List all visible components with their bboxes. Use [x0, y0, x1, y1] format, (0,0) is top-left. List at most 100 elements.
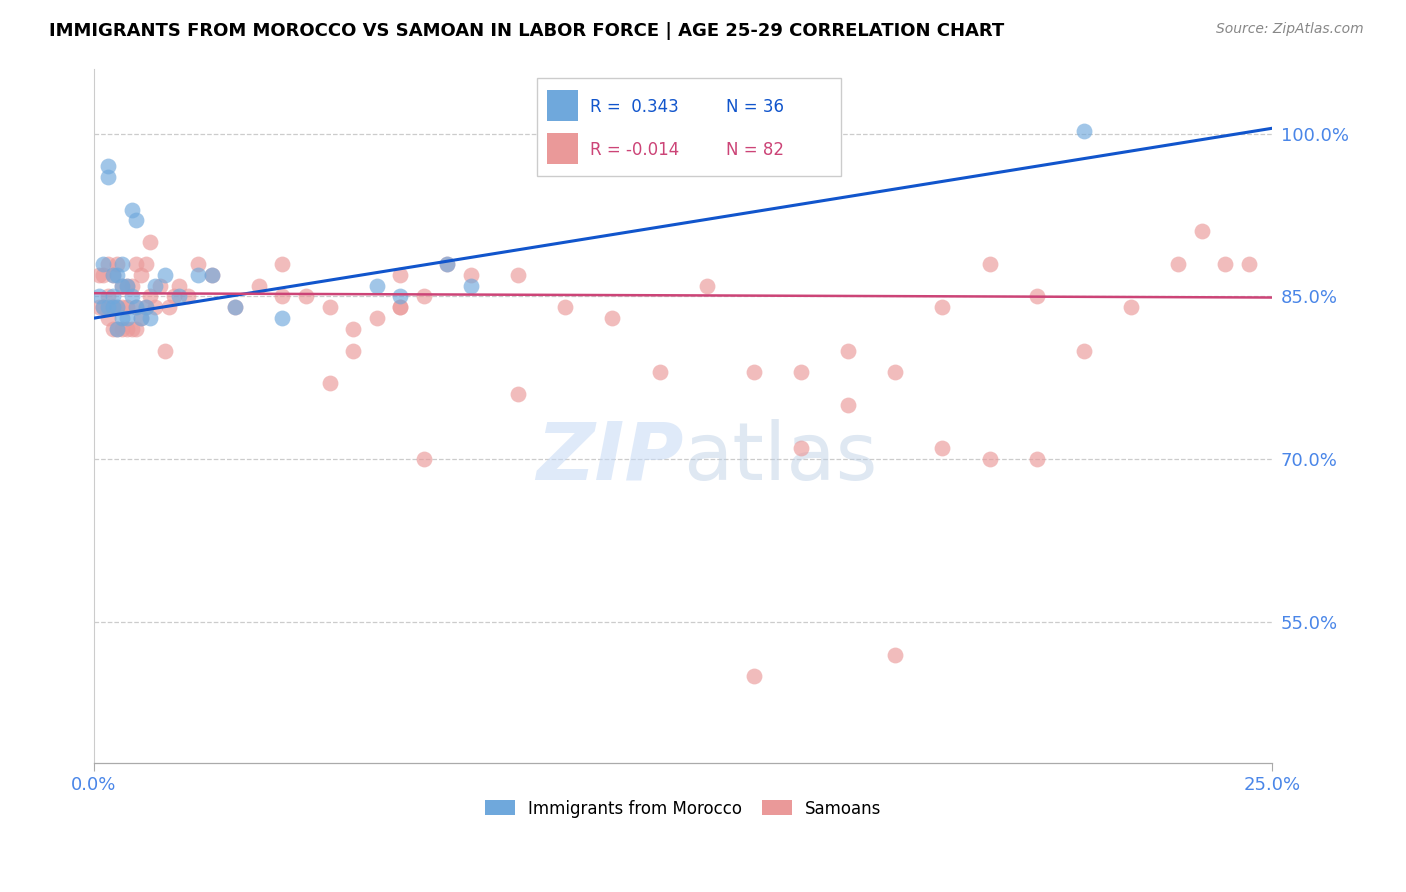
- Point: [187, 257, 209, 271]
- Text: R =  0.343: R = 0.343: [591, 97, 679, 116]
- Point: [508, 268, 530, 282]
- Point: [107, 300, 129, 314]
- Point: [93, 257, 115, 271]
- Point: [111, 257, 134, 271]
- Point: [1025, 452, 1047, 467]
- Point: [1073, 343, 1095, 358]
- Bar: [547, 90, 578, 121]
- Point: [107, 268, 129, 282]
- Point: [790, 366, 813, 380]
- Point: [187, 268, 209, 282]
- Point: [436, 257, 458, 271]
- Point: [271, 257, 294, 271]
- Point: [271, 289, 294, 303]
- Text: atlas: atlas: [683, 418, 877, 497]
- Point: [342, 322, 364, 336]
- Point: [742, 669, 765, 683]
- Point: [87, 300, 110, 314]
- Point: [93, 268, 115, 282]
- Point: [135, 300, 157, 314]
- Point: [101, 300, 124, 314]
- Point: [101, 322, 124, 336]
- Point: [1237, 257, 1260, 271]
- Point: [111, 278, 134, 293]
- Point: [101, 268, 124, 282]
- Point: [979, 257, 1001, 271]
- Point: [115, 278, 138, 293]
- Point: [389, 289, 412, 303]
- FancyBboxPatch shape: [537, 78, 841, 177]
- Point: [460, 268, 482, 282]
- Point: [389, 268, 412, 282]
- Point: [107, 322, 129, 336]
- Point: [884, 648, 907, 662]
- Point: [107, 257, 129, 271]
- Point: [135, 257, 157, 271]
- Point: [389, 300, 412, 314]
- Point: [837, 343, 859, 358]
- Point: [224, 300, 246, 314]
- Point: [318, 376, 340, 391]
- Point: [696, 278, 718, 293]
- Point: [167, 289, 190, 303]
- Point: [979, 452, 1001, 467]
- Point: [177, 289, 200, 303]
- Point: [101, 268, 124, 282]
- Point: [135, 300, 157, 314]
- Point: [97, 257, 120, 271]
- Point: [125, 322, 148, 336]
- Point: [931, 442, 953, 456]
- Point: [157, 300, 180, 314]
- Point: [107, 322, 129, 336]
- Point: [149, 278, 172, 293]
- Point: [139, 311, 162, 326]
- Point: [413, 289, 436, 303]
- Point: [436, 257, 458, 271]
- Point: [111, 311, 134, 326]
- Point: [931, 300, 953, 314]
- Text: N = 36: N = 36: [725, 97, 785, 116]
- Point: [271, 311, 294, 326]
- Point: [125, 300, 148, 314]
- Point: [366, 311, 388, 326]
- Point: [129, 268, 152, 282]
- Point: [97, 300, 120, 314]
- Legend: Immigrants from Morocco, Samoans: Immigrants from Morocco, Samoans: [478, 793, 889, 824]
- Point: [602, 311, 624, 326]
- Point: [554, 300, 576, 314]
- Point: [413, 452, 436, 467]
- Point: [121, 202, 143, 217]
- Point: [115, 300, 138, 314]
- Point: [1167, 257, 1189, 271]
- Point: [111, 300, 134, 314]
- Point: [121, 322, 143, 336]
- Point: [342, 343, 364, 358]
- Point: [648, 366, 671, 380]
- Point: [201, 268, 224, 282]
- Point: [153, 343, 176, 358]
- Point: [97, 159, 120, 173]
- Point: [318, 300, 340, 314]
- Point: [837, 398, 859, 412]
- Point: [742, 366, 765, 380]
- Point: [460, 278, 482, 293]
- Point: [115, 311, 138, 326]
- Point: [93, 300, 115, 314]
- Point: [87, 289, 110, 303]
- Point: [366, 278, 388, 293]
- Point: [389, 300, 412, 314]
- Point: [224, 300, 246, 314]
- Point: [125, 300, 148, 314]
- Point: [87, 268, 110, 282]
- Point: [107, 300, 129, 314]
- Point: [129, 311, 152, 326]
- Point: [247, 278, 270, 293]
- Point: [884, 366, 907, 380]
- Point: [163, 289, 186, 303]
- Point: [201, 268, 224, 282]
- Bar: [547, 133, 578, 164]
- Point: [97, 311, 120, 326]
- Point: [129, 311, 152, 326]
- Text: N = 82: N = 82: [725, 141, 785, 159]
- Text: Source: ZipAtlas.com: Source: ZipAtlas.com: [1216, 22, 1364, 37]
